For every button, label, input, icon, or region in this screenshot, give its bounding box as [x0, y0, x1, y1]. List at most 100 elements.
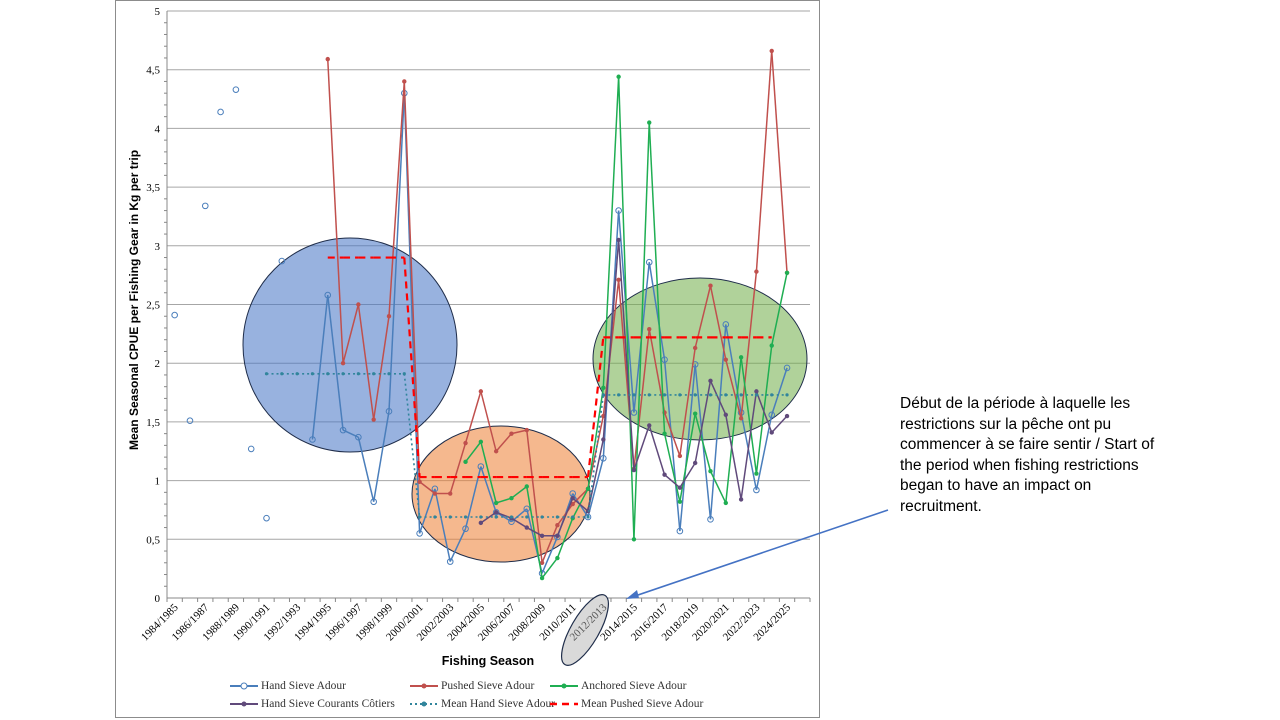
series-segment — [663, 433, 681, 502]
data-point — [677, 453, 683, 459]
series-segment — [480, 391, 497, 452]
data-point — [402, 372, 406, 376]
data-point — [493, 500, 499, 506]
data-point — [462, 525, 469, 533]
data-point — [325, 56, 330, 62]
data-point — [784, 270, 790, 276]
data-point — [615, 207, 622, 214]
highlight-ellipse-2000-2001 — [411, 425, 591, 563]
series-segment — [725, 359, 742, 419]
data-point — [616, 277, 621, 283]
series-segment — [648, 425, 666, 475]
y-tick-label: 5 — [155, 6, 161, 18]
period-highlights — [242, 237, 808, 563]
data-point — [601, 393, 605, 397]
chart-frame — [115, 0, 820, 718]
series-segment — [541, 524, 559, 564]
y-tick-label: 0 — [155, 593, 161, 605]
data-point — [341, 372, 345, 376]
series-segment — [464, 391, 482, 444]
data-point — [479, 515, 483, 519]
annotation-arrow — [631, 509, 889, 598]
y-tick-label: 3,5 — [146, 182, 160, 194]
legend-item: Mean Pushed Sieve Adour — [550, 698, 703, 710]
series-segment — [663, 359, 681, 532]
series-segment — [495, 497, 512, 504]
data-point — [677, 485, 683, 490]
legend-item: Mean Hand Sieve Adour — [410, 698, 555, 710]
data-point — [509, 515, 514, 519]
data-point — [372, 372, 376, 376]
series-segment — [541, 536, 559, 574]
series-segment — [556, 497, 574, 537]
data-point — [477, 463, 485, 470]
series-segment — [495, 511, 512, 519]
series-segment — [633, 122, 650, 540]
legend-label: Mean Hand Sieve Adour — [441, 698, 556, 710]
series-segment — [740, 412, 758, 491]
data-point — [326, 372, 330, 376]
data-point — [616, 237, 621, 243]
data-point — [370, 498, 377, 506]
series-segment — [694, 413, 712, 472]
data-point — [324, 291, 332, 299]
data-point — [356, 372, 360, 376]
data-point — [402, 79, 407, 84]
series-segment — [679, 364, 696, 532]
legend-swatch-icon — [230, 682, 258, 690]
data-point — [647, 423, 652, 428]
data-point — [463, 515, 468, 519]
data-point — [616, 74, 621, 79]
legend-swatch-icon — [410, 701, 438, 707]
data-point — [601, 437, 606, 442]
legend-swatch-icon — [410, 683, 438, 689]
data-point — [539, 575, 545, 581]
data-point — [584, 513, 592, 521]
data-point — [645, 258, 653, 266]
series-mean-pushed-sieve-adour — [327, 256, 772, 479]
data-point — [555, 533, 560, 538]
series-segment — [388, 93, 406, 412]
data-point — [723, 412, 728, 418]
series-segment — [663, 412, 681, 457]
series-segment — [633, 329, 650, 469]
data-point — [738, 416, 744, 421]
series-segment — [771, 367, 788, 416]
legend-swatch-icon — [550, 702, 578, 706]
data-point — [232, 86, 240, 93]
legend-swatch-icon — [550, 683, 578, 689]
data-point — [371, 417, 376, 422]
data-point — [310, 372, 315, 376]
series-segment — [464, 441, 482, 463]
data-point — [555, 515, 559, 519]
data-point — [418, 515, 422, 519]
data-point — [677, 499, 683, 504]
series-segment — [648, 262, 666, 360]
data-point — [708, 393, 713, 397]
data-point — [247, 445, 255, 453]
data-point — [724, 393, 728, 397]
data-point — [540, 515, 544, 519]
data-point — [586, 515, 590, 519]
data-point — [417, 479, 422, 484]
series-segment — [664, 474, 681, 489]
data-point — [785, 393, 789, 397]
series-segment — [403, 81, 421, 482]
series-segment — [740, 271, 758, 419]
data-point — [217, 108, 224, 116]
data-point — [662, 431, 667, 436]
data-point — [692, 460, 698, 466]
series-segment — [725, 414, 742, 500]
data-point — [754, 269, 759, 274]
series-segment — [480, 511, 497, 524]
arrowhead-icon — [626, 590, 639, 599]
series-segment — [403, 373, 421, 518]
data-point — [631, 537, 637, 542]
legend-label: Anchored Sieve Adour — [581, 680, 687, 692]
data-point — [525, 515, 529, 519]
series-segment — [648, 122, 666, 434]
series-segment — [342, 304, 360, 364]
series-segment — [572, 497, 589, 512]
series-segment — [418, 488, 436, 534]
